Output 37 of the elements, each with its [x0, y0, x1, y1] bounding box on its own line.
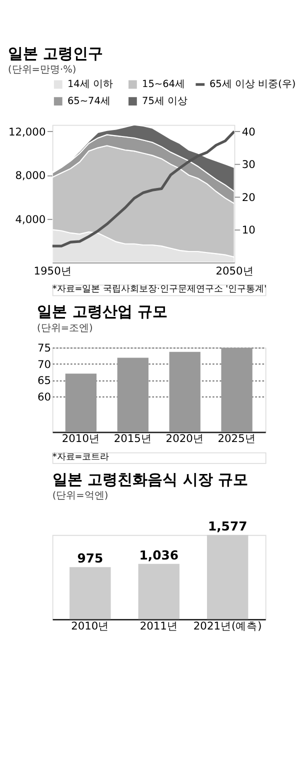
y-tick-label: 8,000	[15, 169, 46, 182]
chart-title: 일본 고령인구	[8, 44, 104, 62]
y2-tick-label: 40	[242, 125, 256, 138]
x-tick-label: 2025년	[218, 432, 256, 446]
x-tick-label: 2050년	[216, 264, 254, 278]
chart-title: 일본 고령친화음식 시장 규모	[52, 470, 248, 488]
data-label: 1,036	[139, 547, 178, 562]
data-label: 975	[77, 550, 104, 566]
y2-tick-label: 20	[242, 190, 256, 204]
y-tick-label: 60	[37, 390, 52, 404]
chart-subtitle: (단위=만명·%)	[8, 64, 76, 76]
y2-tick-label: 10	[242, 224, 256, 237]
y-tick-label: 65	[37, 374, 52, 388]
x-tick-label: 2020년	[166, 432, 204, 446]
legend-label: 15~64세	[142, 79, 185, 90]
data-label: 1,577	[208, 518, 248, 534]
legend-label: 14세 이하	[67, 79, 113, 90]
chart-subtitle: (단위=조엔)	[37, 322, 93, 334]
y-tick-label: 75	[37, 342, 52, 355]
line-series	[52, 130, 234, 248]
y-tick-label: 12,000	[8, 125, 46, 138]
legend-label: 65~74세	[67, 96, 110, 108]
legend-label: 75세 이상	[142, 96, 188, 108]
x-tick-label: 2015년	[114, 432, 152, 446]
y-tick-label: 70	[37, 358, 52, 371]
chart-subtitle: (단위=억엔)	[52, 490, 108, 502]
x-tick-label: 2010년	[71, 619, 110, 632]
y-tick-label: 4,000	[15, 212, 46, 226]
y2-tick-label: 30	[242, 158, 256, 172]
x-tick-label: 1950년	[34, 264, 72, 278]
legend-label: 65세 이상 비중(우)	[209, 79, 296, 90]
chart-title: 일본 고령산업 규모	[37, 302, 168, 321]
text: *자료=코트라	[52, 452, 110, 462]
x-tick-label: 2021년(예측)	[193, 619, 262, 632]
x-tick-label: 2010년	[62, 432, 100, 446]
text: *자료=일본 국립사회보장·인구문제연구소 '인구통계'	[52, 284, 267, 295]
x-tick-label: 2011년	[140, 619, 178, 632]
